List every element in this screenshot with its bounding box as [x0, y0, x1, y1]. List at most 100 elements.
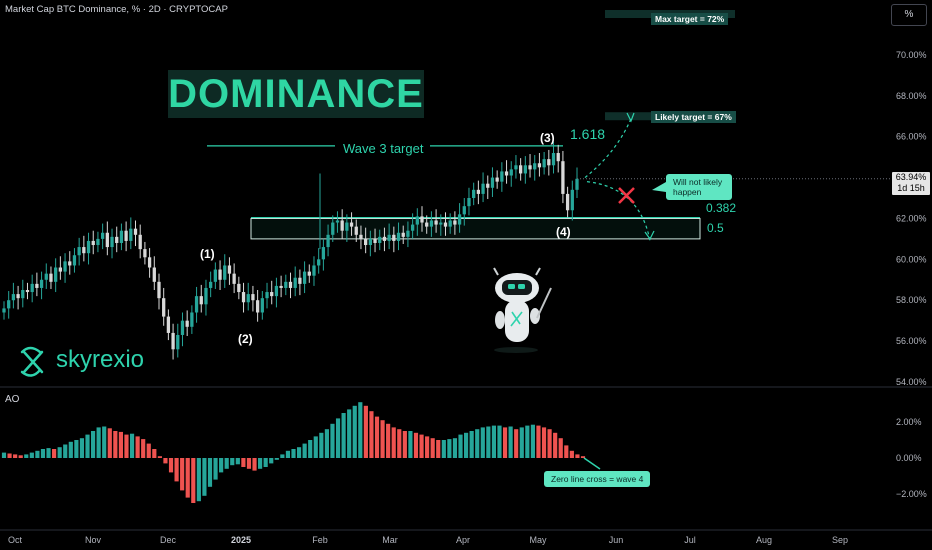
ao-bar	[185, 458, 190, 498]
candle-body	[335, 220, 340, 223]
candle-body	[199, 296, 203, 305]
ao-bar	[163, 458, 168, 464]
robot-visor	[502, 280, 532, 295]
price-axis-tick: 62.00%	[896, 213, 927, 223]
candle-body	[317, 259, 321, 266]
candle-body	[462, 206, 466, 215]
robot-chest-logo	[510, 311, 523, 327]
candle-body	[415, 216, 419, 225]
ao-bar	[129, 433, 135, 458]
candle-body	[91, 240, 95, 246]
ao-bar	[46, 448, 51, 458]
candle-body	[575, 178, 579, 190]
candle-body	[147, 257, 152, 268]
ao-bar	[514, 429, 519, 458]
ao-bar	[79, 438, 85, 458]
price-axis-tick: 66.00%	[896, 132, 927, 142]
ao-bar	[1, 452, 7, 458]
price-axis-tick: 68.00%	[896, 91, 927, 101]
ao-bar	[463, 432, 469, 458]
ao-bar	[530, 424, 535, 458]
candle-body	[439, 222, 443, 225]
ao-bar	[107, 428, 112, 458]
ao-bar	[13, 454, 18, 458]
candle-body	[542, 159, 546, 168]
fib-support-zone	[250, 217, 701, 240]
ao-bar	[508, 426, 513, 458]
ao-bar	[74, 440, 79, 458]
ao-bar	[63, 444, 68, 458]
ao-bar	[285, 450, 291, 458]
candle-body	[472, 189, 476, 198]
candle-body	[481, 183, 485, 194]
ao-bar	[352, 405, 357, 458]
candle-body	[133, 228, 138, 235]
ao-bar	[436, 440, 441, 458]
ao-bar	[458, 434, 463, 458]
ao-bar	[18, 455, 23, 458]
time-axis-tick: May	[529, 535, 547, 545]
scale-percent-button[interactable]: %	[891, 4, 927, 26]
time-axis-tick: Apr	[456, 535, 470, 545]
candles-group	[2, 141, 579, 360]
robot-body	[505, 300, 529, 342]
candle-body	[241, 292, 246, 303]
candle-body	[495, 177, 499, 182]
candle-body	[307, 271, 311, 276]
robot-shadow	[494, 347, 538, 353]
candle-body	[467, 198, 471, 207]
candle-body	[223, 265, 227, 280]
ao-bar	[330, 423, 335, 458]
candle-body	[528, 165, 532, 170]
chart-title: Market Cap BTC Dominance, % · 2D · CRYPT…	[5, 4, 228, 15]
candle-body	[63, 261, 67, 272]
ao-bar	[24, 454, 29, 458]
ao-bar	[235, 458, 240, 465]
candle-body	[457, 214, 462, 225]
candle-body	[77, 247, 81, 256]
candle-body	[284, 281, 288, 288]
last-price-tag: 63.94% 1d 15h	[892, 172, 930, 195]
ao-bar	[569, 450, 574, 458]
candle-body	[410, 224, 415, 231]
candle-body	[279, 285, 283, 288]
candle-body	[486, 183, 490, 188]
candle-body	[490, 177, 495, 188]
ao-bar	[369, 411, 374, 458]
ao-bar	[246, 458, 252, 469]
candle-body	[551, 153, 556, 166]
brand-name: skyrexio	[56, 346, 145, 373]
ao-bar	[40, 449, 46, 458]
ao-bar	[319, 432, 324, 458]
ao-bar	[207, 458, 213, 487]
ao-bar	[96, 427, 101, 458]
candle-body	[359, 234, 363, 239]
candle-body	[298, 277, 302, 284]
candle-body	[105, 232, 109, 248]
candle-body	[176, 334, 180, 350]
ao-bar	[174, 458, 179, 482]
ao-bar	[519, 427, 524, 458]
fib-0382-label: 0.382	[706, 201, 737, 215]
ao-bar	[425, 436, 430, 458]
candle-body	[227, 265, 232, 274]
ao-bar	[308, 440, 313, 458]
zero-cross-callout: Zero line cross = wave 4	[544, 471, 651, 487]
ao-bar	[141, 439, 146, 458]
candle-body	[35, 283, 39, 288]
candle-body	[162, 298, 166, 317]
candle-body	[570, 189, 574, 211]
time-axis-tick: Sep	[832, 535, 848, 545]
ao-bar	[241, 458, 246, 467]
ao-bar	[363, 405, 368, 458]
ao-bar	[168, 458, 174, 473]
robot-arm-left	[495, 311, 505, 329]
wave-1-label: (1)	[200, 247, 215, 261]
candle-body	[204, 287, 208, 305]
ao-bar	[447, 439, 452, 458]
price-axis-tick: 58.00%	[896, 295, 927, 305]
ao-bar	[469, 431, 474, 458]
candle-body	[293, 277, 297, 288]
candle-body	[138, 234, 142, 250]
